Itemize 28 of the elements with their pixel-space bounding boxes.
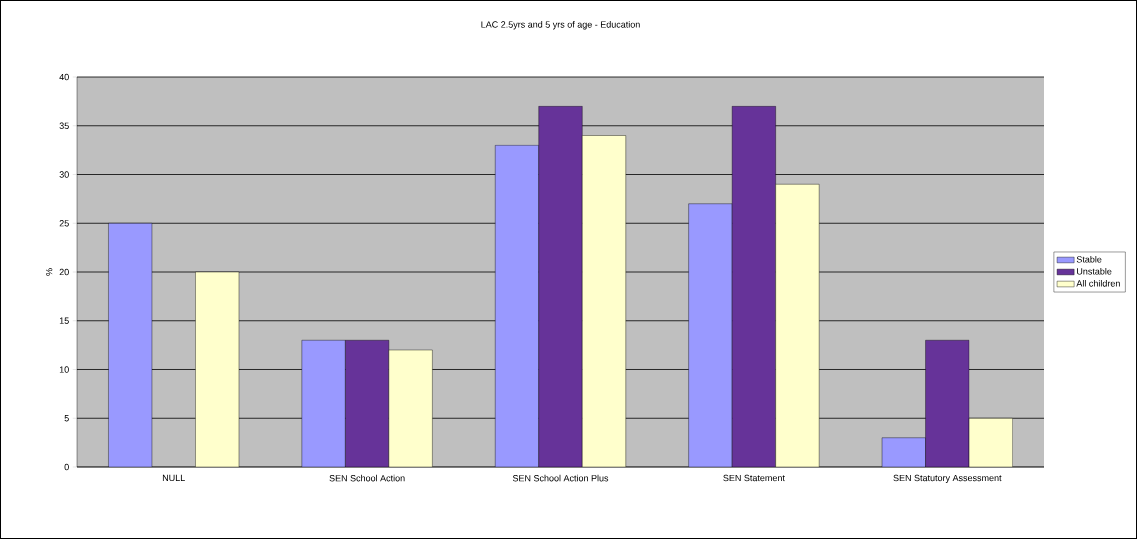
bar	[688, 203, 733, 467]
chart-title: LAC 2.5yrs and 5 yrs of age - Education	[481, 21, 640, 30]
legend-label: All children	[1076, 280, 1120, 287]
legend-label: Unstable	[1077, 267, 1112, 275]
x-tick-label: SEN School Action Plus	[512, 474, 609, 482]
y-tick-label: 30	[59, 171, 69, 178]
bar	[495, 145, 539, 467]
x-tick-label: SEN Statement	[723, 474, 785, 482]
bar	[301, 340, 346, 467]
x-tick-label: SEN School Action	[329, 474, 405, 482]
y-tick-label: 25	[59, 220, 69, 227]
y-tick-label: 0	[64, 463, 69, 471]
x-tick-label: SEN Statutory Assessment	[893, 474, 1002, 483]
y-tick-label: 40	[59, 73, 69, 81]
y-axis-title: %	[46, 268, 53, 276]
bar	[925, 340, 970, 467]
y-tick-label: 10	[59, 366, 69, 373]
bar	[538, 106, 583, 467]
y-tick-label: 5	[64, 415, 69, 422]
x-tick-label: NULL	[162, 474, 185, 482]
bar	[732, 106, 776, 467]
bar	[881, 437, 926, 467]
legend-label: Stable	[1076, 255, 1102, 263]
bar	[108, 223, 152, 467]
y-tick-label: 20	[59, 268, 69, 276]
y-tick-label: 35	[59, 122, 69, 129]
y-tick-label: 15	[59, 317, 69, 324]
bar	[345, 340, 389, 467]
